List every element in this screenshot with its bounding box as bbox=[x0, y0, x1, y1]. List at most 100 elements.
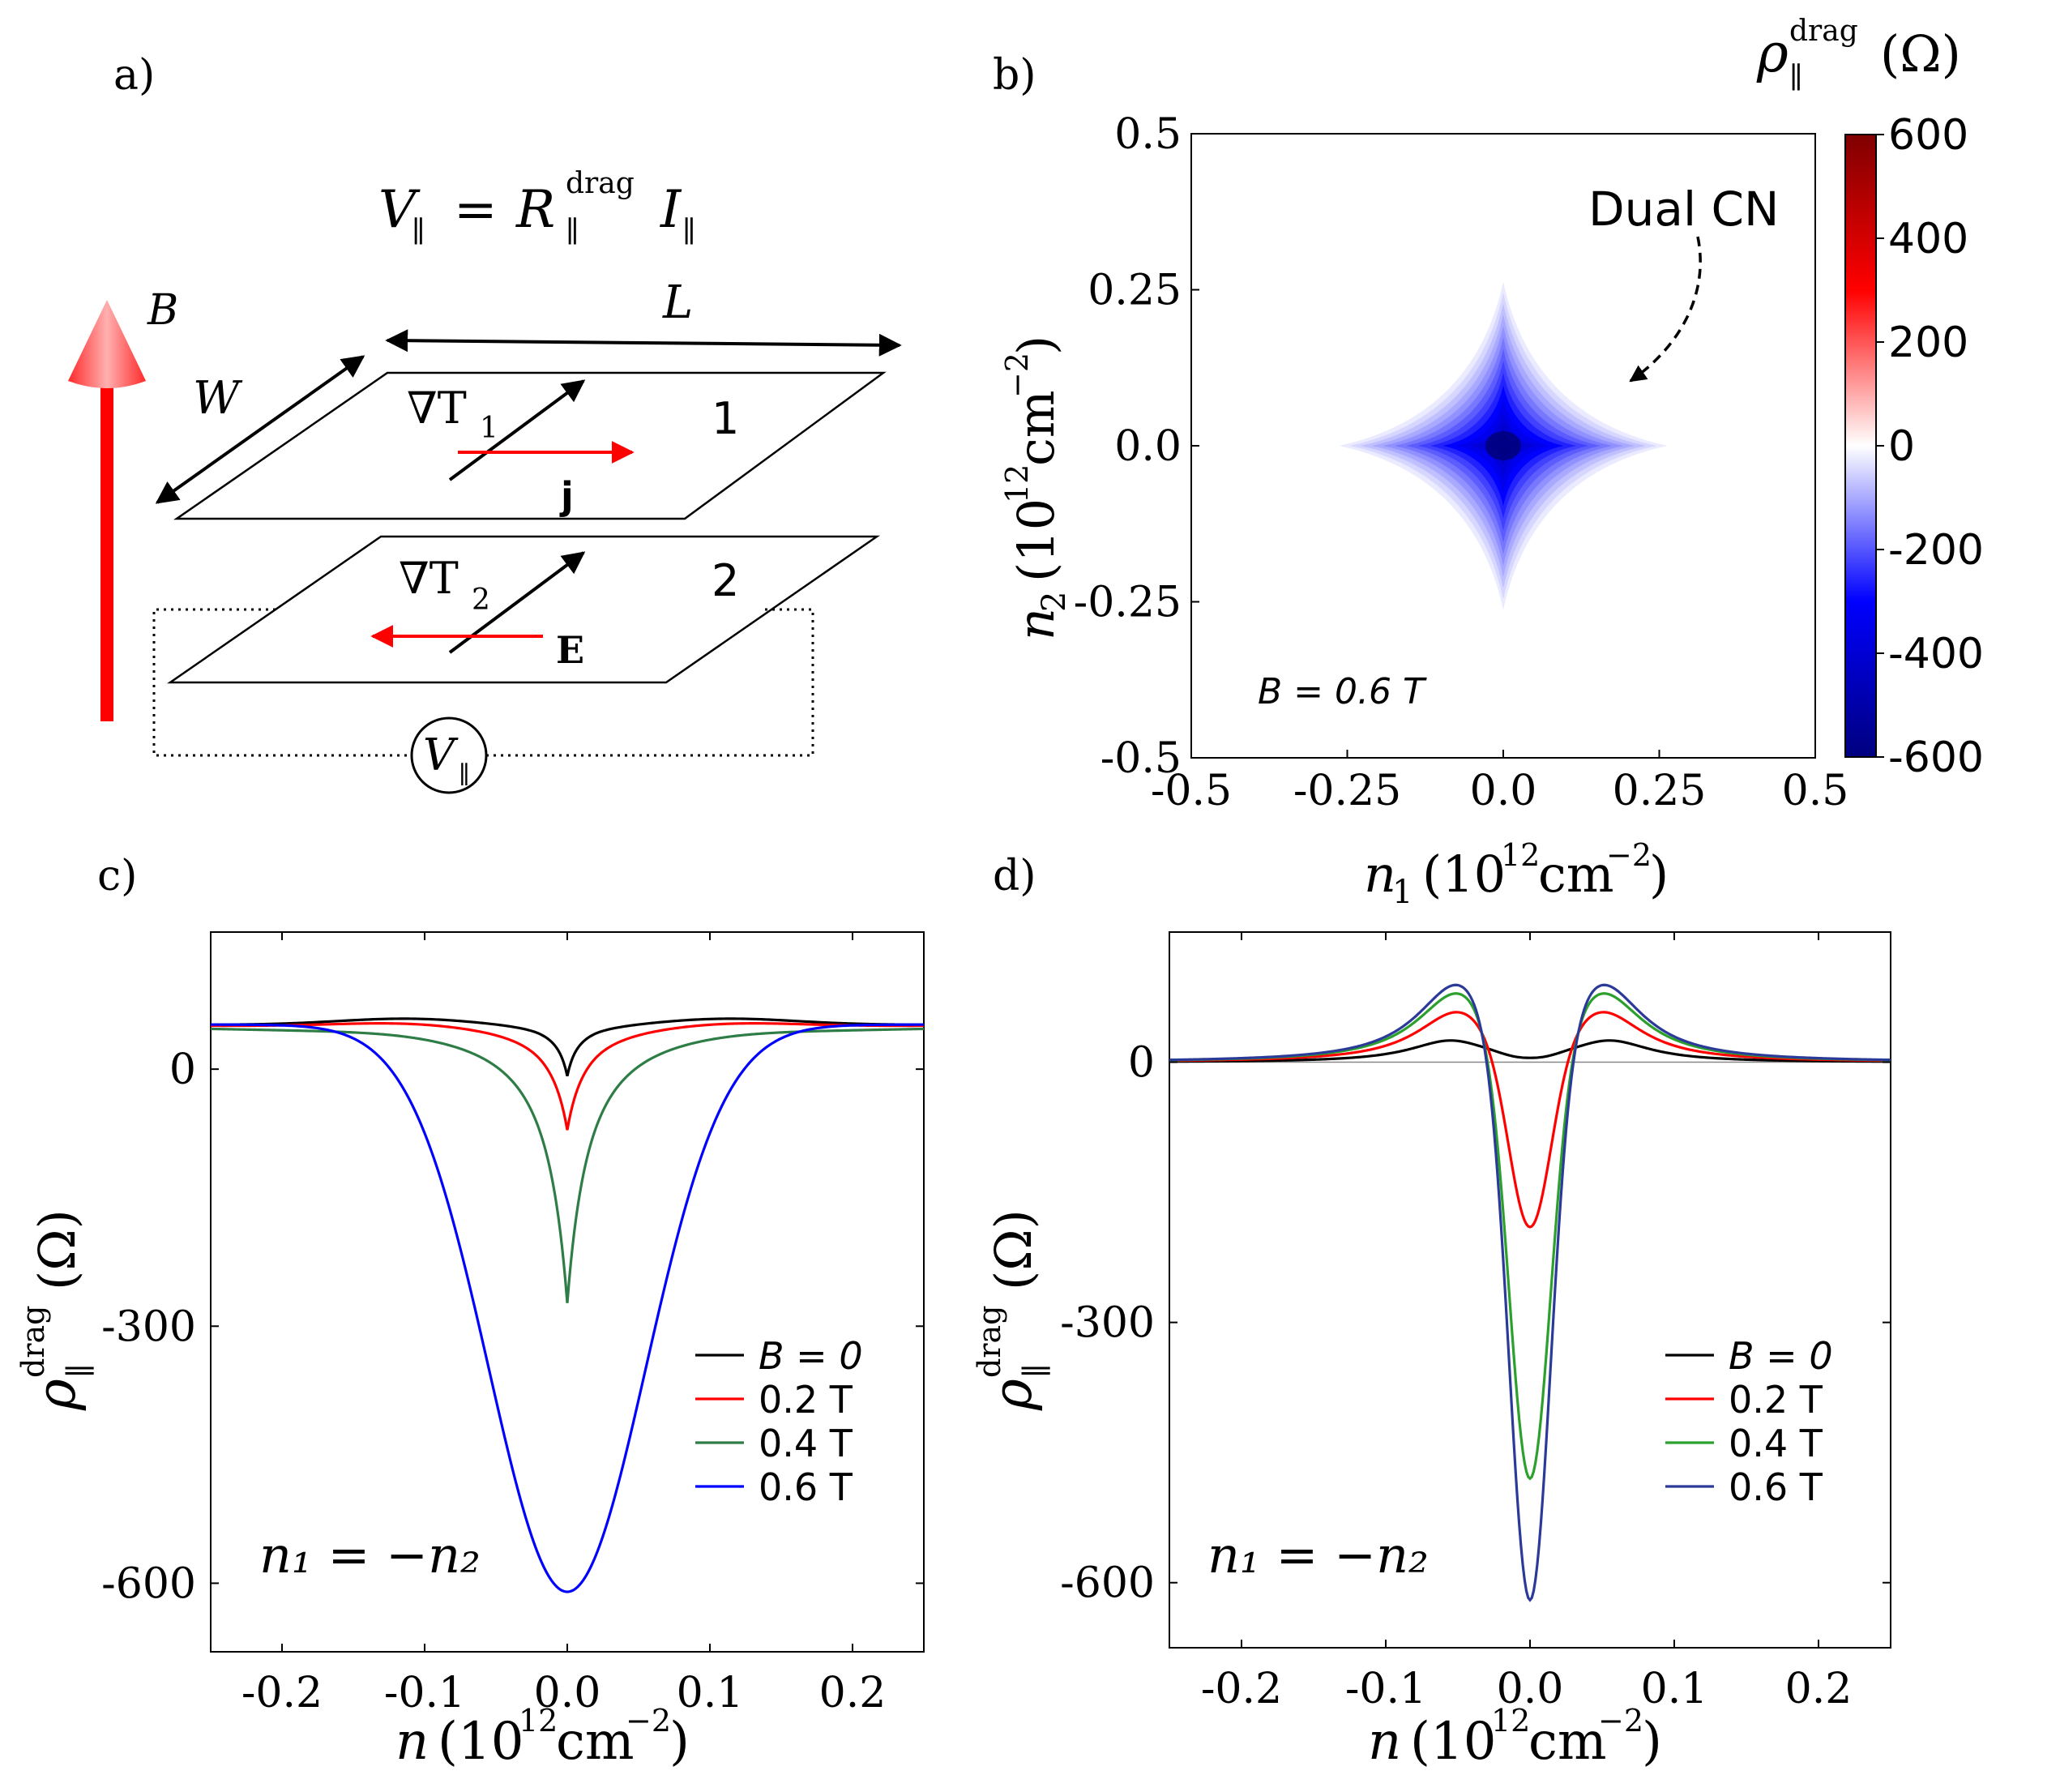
legend-label: 0.2 T bbox=[1729, 1378, 1823, 1422]
panel-d-xlabel-close: ) bbox=[1642, 1712, 1662, 1772]
legend-label: 0.6 T bbox=[1729, 1465, 1823, 1509]
field-e-label: E bbox=[556, 628, 584, 672]
xtick-label: 0.0 bbox=[534, 1669, 601, 1717]
grad-t1-sub: 1 bbox=[480, 412, 498, 445]
series-line-b-0 bbox=[211, 1017, 924, 1076]
drag-equation: V ∥ = R drag ∥ I ∥ bbox=[378, 167, 696, 249]
ytick-label: -600 bbox=[101, 1559, 196, 1608]
panel-c-annotation: n₁ = −n₂ bbox=[259, 1525, 481, 1585]
eq-r-sub: ∥ bbox=[566, 216, 579, 249]
heatmap-xtick-label: -0.5 bbox=[1151, 767, 1232, 815]
current-j-label: j bbox=[559, 474, 574, 518]
heatmap-ytick-label: 0.5 bbox=[1114, 110, 1182, 159]
heatmap-ytick-label: -0.25 bbox=[1074, 579, 1182, 627]
heatmap-field-label: B = 0.6 T bbox=[1258, 671, 1427, 712]
legend-label: 0.2 T bbox=[759, 1378, 853, 1422]
heatmap-ticks: -0.5 -0.25 0.0 0.25 0.5 0.5 0.25 0.0 -0.25 -0.5 bbox=[1074, 110, 1849, 815]
colorbar-tick-label: -400 bbox=[1888, 630, 1984, 678]
legend-label: B = 0 bbox=[1729, 1334, 1833, 1378]
heatmap-ylabel-unit: (10 bbox=[1006, 498, 1066, 582]
heatmap-xlabel-exp2: −2 bbox=[1606, 837, 1652, 873]
panel-d-ylabel: ρ drag ∥ (Ω) bbox=[972, 1209, 1054, 1411]
series-line-b-0 bbox=[1169, 1039, 1891, 1063]
ytick-label: -600 bbox=[1060, 1559, 1155, 1608]
voltmeter-label: V bbox=[423, 729, 459, 781]
panel-d-ylabel-sup: drag bbox=[972, 1306, 1007, 1378]
panel-d-xlabel-unit: (10 bbox=[1410, 1712, 1496, 1772]
dual-cn-arrow bbox=[1629, 236, 1702, 383]
series-line-0-6-t bbox=[210, 1023, 925, 1593]
panel-d-series bbox=[1169, 983, 1891, 1602]
heatmap-minimum-core bbox=[1485, 431, 1521, 460]
heatmap-xlabel-exp: 12 bbox=[1501, 837, 1540, 873]
grad-t1-label: ∇T bbox=[407, 383, 467, 434]
panel-d-annotation: n₁ = −n₂ bbox=[1207, 1525, 1429, 1585]
ytick-label: -300 bbox=[101, 1302, 196, 1351]
heatmap-xlabel-var: n bbox=[1364, 845, 1396, 904]
panel-c-series bbox=[210, 1017, 925, 1593]
dual-cn-annotation: Dual CN bbox=[1588, 182, 1779, 237]
series-line-0-2-t bbox=[211, 1022, 924, 1131]
colorbar-tick-label: 400 bbox=[1888, 215, 1968, 263]
panel-c-lineplot: -0.2 -0.1 0.0 0.1 0.2 0 -300 -600 B = 00.2 T0.4… bbox=[15, 931, 925, 1772]
panel-d-xlabel: n (10 12 cm −2 ) bbox=[1368, 1703, 1662, 1772]
colorbar-title-rho: ρ bbox=[1756, 22, 1789, 84]
panel-c-xlabel: n (10 12 cm −2 ) bbox=[395, 1703, 690, 1772]
panel-c-ylabel: ρ drag ∥ (Ω) bbox=[15, 1209, 98, 1411]
grad-t1-arrow bbox=[448, 379, 586, 481]
panel-c-legend: B = 00.2 T0.4 T0.6 T bbox=[695, 1334, 863, 1509]
colorbar-ticks: 600 400 200 0 -200 -400 -600 bbox=[1876, 111, 1984, 782]
heatmap-xlabel-close: ) bbox=[1649, 845, 1669, 904]
eq-v-sub: ∥ bbox=[412, 216, 425, 249]
heatmap-xtick-label: 0.5 bbox=[1782, 767, 1849, 815]
voltmeter-sub: ∥ bbox=[459, 761, 470, 789]
series-line-0-6-t bbox=[1169, 983, 1891, 1602]
colorbar-tick-label: 200 bbox=[1888, 319, 1968, 367]
width-label: W bbox=[193, 372, 243, 425]
heatmap-ylabel: n 2 (10 12 cm −2 ) bbox=[999, 336, 1073, 640]
panel-label-c: c) bbox=[97, 852, 137, 900]
panel-c-xlabel-close: ) bbox=[669, 1712, 690, 1772]
panel-d-xlabel-exp2: −2 bbox=[1598, 1703, 1643, 1739]
panel-label-a: a) bbox=[113, 51, 155, 100]
layer-2-plane bbox=[166, 535, 881, 684]
heatmap-xtick-label: -0.25 bbox=[1293, 767, 1401, 815]
heatmap-ytick-label: 0.0 bbox=[1114, 422, 1182, 471]
heatmap-xtick-label: 0.25 bbox=[1613, 767, 1707, 815]
heatmap-xlabel: n 1 (10 12 cm −2 ) bbox=[1364, 837, 1669, 911]
length-label: L bbox=[662, 276, 693, 329]
legend-label: 0.4 T bbox=[1729, 1422, 1823, 1465]
heatmap-ytick-label: 0.25 bbox=[1088, 267, 1182, 315]
b-field-arrow-shaft bbox=[100, 381, 113, 721]
b-field-label: B bbox=[147, 286, 178, 335]
panel-c-xlabel-exp: 12 bbox=[519, 1703, 558, 1739]
layer-2-label: 2 bbox=[712, 555, 739, 606]
xtick-label: 0.1 bbox=[1641, 1665, 1708, 1713]
ytick-label: 0 bbox=[1128, 1039, 1155, 1088]
heatmap-ylabel-exp: 12 bbox=[999, 464, 1035, 503]
voltmeter bbox=[410, 716, 488, 794]
xtick-label: 0.1 bbox=[677, 1669, 744, 1717]
heatmap-xtick-label: 0.0 bbox=[1470, 767, 1537, 815]
legend-label: B = 0 bbox=[759, 1334, 863, 1378]
panel-c-xlabel-cm: cm bbox=[556, 1712, 635, 1772]
panel-d-ylabel-rho: ρ bbox=[981, 1379, 1044, 1411]
voltage-circuit bbox=[152, 608, 814, 757]
panel-c-ylabel-sup: drag bbox=[15, 1306, 51, 1378]
heatmap-ylabel-exp2: −2 bbox=[999, 353, 1035, 398]
panel-c-xlabel-var: n bbox=[395, 1712, 429, 1772]
panel-c-ticks: -0.2 -0.1 0.0 0.1 0.2 0 -300 -600 bbox=[101, 932, 924, 1717]
eq-r-sup: drag bbox=[566, 167, 635, 200]
colorbar-tick-label: -200 bbox=[1888, 526, 1984, 575]
grad-t2-sub: 2 bbox=[472, 584, 490, 617]
heatmap-xlabel-sub: 1 bbox=[1392, 874, 1413, 911]
panel-d-xlabel-var: n bbox=[1368, 1712, 1401, 1772]
xtick-label: 0.2 bbox=[1785, 1665, 1853, 1713]
xtick-label: -0.1 bbox=[384, 1669, 465, 1717]
panel-d-lineplot: -0.2 -0.1 0.0 0.1 0.2 0 -300 -600 B = 00.2 T0.4… bbox=[972, 931, 1891, 1772]
eq-v: V bbox=[378, 180, 421, 240]
ytick-label: 0 bbox=[169, 1046, 196, 1094]
panel-d-ylabel-unit: (Ω) bbox=[984, 1209, 1043, 1290]
